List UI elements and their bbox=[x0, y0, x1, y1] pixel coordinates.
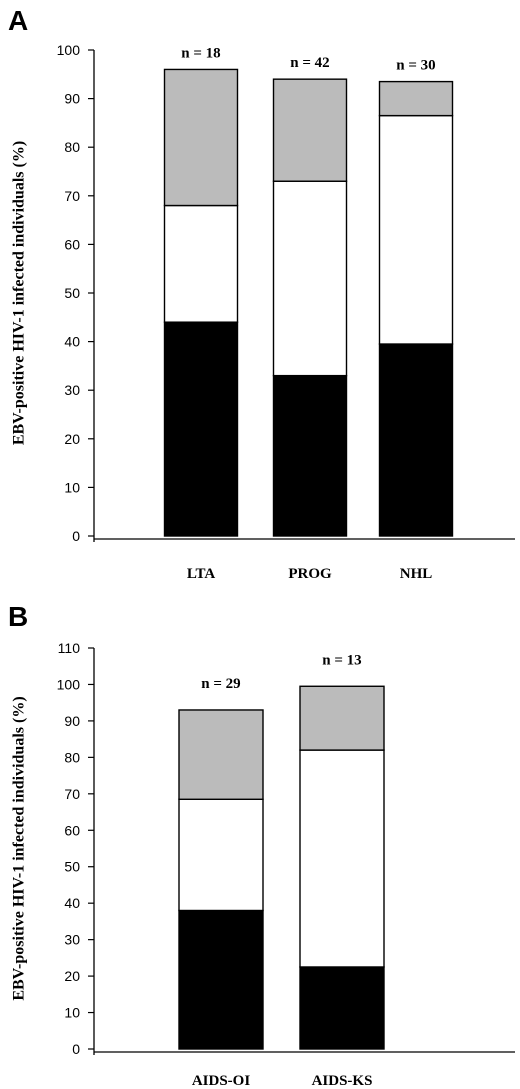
y-tick-label: 30 bbox=[64, 932, 80, 948]
y-tick-label: 0 bbox=[72, 528, 80, 544]
y-tick-label: 0 bbox=[72, 1041, 80, 1057]
y-tick-label: 40 bbox=[64, 895, 80, 911]
y-tick-label: 100 bbox=[57, 676, 81, 692]
y-tick-label: 20 bbox=[64, 968, 80, 984]
y-tick-label: 70 bbox=[64, 786, 80, 802]
y-axis-label: EBV-positive HIV-1 infected individuals … bbox=[11, 141, 28, 445]
y-tick-label: 110 bbox=[58, 640, 81, 656]
y-tick-label: 10 bbox=[64, 1005, 80, 1021]
bar-segment bbox=[378, 80, 454, 117]
y-tick-label: 100 bbox=[57, 42, 81, 58]
n-label: n = 13 bbox=[322, 652, 361, 668]
y-tick-label: 60 bbox=[64, 822, 80, 838]
y-tick-label: 60 bbox=[64, 236, 80, 252]
bar-segment bbox=[378, 343, 454, 537]
x-tick-label: NHL bbox=[400, 566, 433, 582]
y-tick-label: 50 bbox=[64, 285, 80, 301]
bar-segment bbox=[163, 204, 239, 323]
y-tick-label: 90 bbox=[64, 91, 80, 107]
n-label: n = 42 bbox=[290, 55, 329, 71]
bar-segment bbox=[163, 68, 239, 207]
x-tick-label: AIDS-KS bbox=[312, 1073, 373, 1089]
y-tick-label: 10 bbox=[64, 479, 80, 495]
y-axis-label: EBV-positive HIV-1 infected individuals … bbox=[11, 696, 28, 1000]
bar-segment bbox=[272, 374, 348, 537]
x-tick-label: AIDS-OI bbox=[192, 1073, 251, 1089]
y-tick-label: 30 bbox=[64, 382, 80, 398]
bar-segment bbox=[178, 709, 264, 800]
bar-segment bbox=[178, 909, 264, 1050]
x-tick-label: LTA bbox=[187, 566, 216, 582]
panel-letter: B bbox=[8, 601, 28, 632]
n-label: n = 30 bbox=[396, 58, 435, 74]
y-tick-label: 50 bbox=[64, 859, 80, 875]
bar-segment bbox=[299, 966, 385, 1050]
y-tick-label: 80 bbox=[64, 139, 80, 155]
x-tick-label: PROG bbox=[288, 566, 332, 582]
bar-segment bbox=[299, 749, 385, 968]
bar-segment bbox=[163, 321, 239, 537]
y-tick-label: 80 bbox=[64, 749, 80, 765]
bar-segment bbox=[299, 685, 385, 751]
bar-segment bbox=[378, 114, 454, 345]
y-tick-label: 90 bbox=[64, 713, 80, 729]
bar-segment bbox=[272, 180, 348, 377]
bar-segment bbox=[178, 798, 264, 912]
panel-letter: A bbox=[8, 5, 28, 36]
y-tick-label: 20 bbox=[64, 431, 80, 447]
n-label: n = 29 bbox=[201, 676, 240, 692]
y-tick-label: 40 bbox=[64, 334, 80, 350]
n-label: n = 18 bbox=[181, 45, 220, 61]
bar-segment bbox=[272, 78, 348, 182]
y-tick-label: 70 bbox=[64, 188, 80, 204]
